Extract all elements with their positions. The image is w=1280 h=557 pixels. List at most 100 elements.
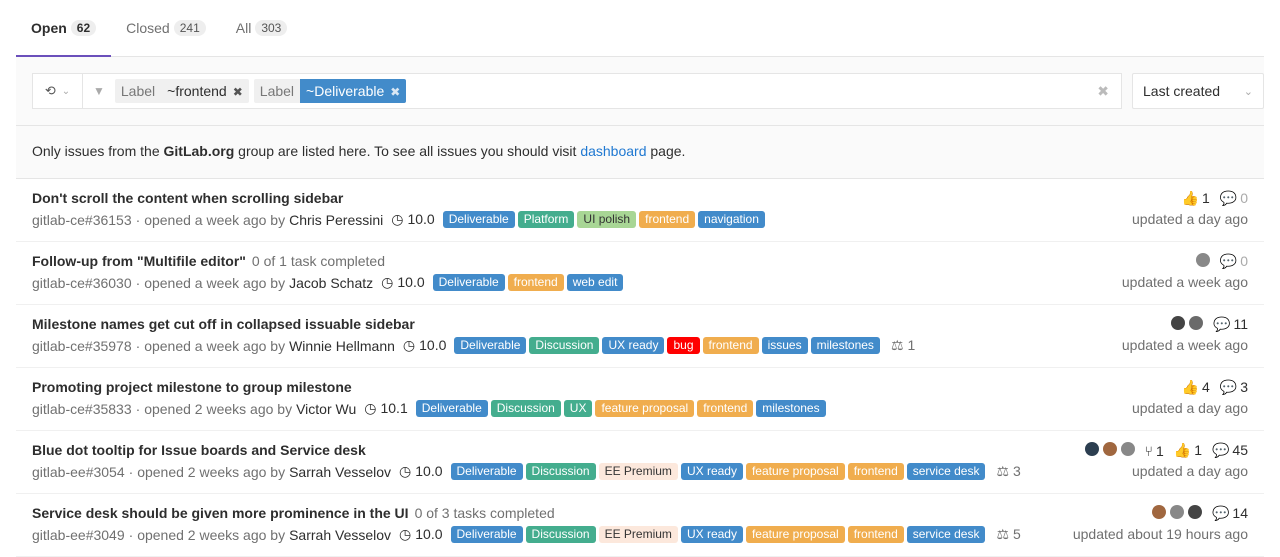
avatar[interactable] <box>1151 505 1166 519</box>
label-badge[interactable]: UX ready <box>602 337 665 354</box>
avatar[interactable] <box>1195 253 1210 267</box>
author-link[interactable]: Chris Peressini <box>289 211 384 228</box>
author-link[interactable]: Sarrah Vesselov <box>289 526 392 543</box>
avatar[interactable] <box>1169 505 1184 519</box>
label-badge[interactable]: Deliverable <box>442 211 515 228</box>
notice-text: group are listed here. To see all issues… <box>234 143 581 159</box>
notice-text: Only issues from the <box>32 143 164 159</box>
tab-open[interactable]: Open 62 <box>16 0 112 57</box>
milestone[interactable]: ◷ 10.0 <box>399 526 442 543</box>
issue-title-row: Milestone names get cut off in collapsed… <box>32 316 1248 332</box>
label-badge[interactable]: UX <box>563 400 593 417</box>
label-badge[interactable]: web edit <box>566 274 624 291</box>
author-link[interactable]: Jacob Schatz <box>289 274 374 291</box>
label-badge[interactable]: Platform <box>517 211 575 228</box>
issue-reference: gitlab-ce#36030 <box>32 274 132 291</box>
opened-text: · opened a week ago by <box>135 337 286 354</box>
issue-title-link[interactable]: Promoting project milestone to group mil… <box>32 379 352 395</box>
updated-time: updated a week ago <box>1121 337 1248 353</box>
avatar[interactable] <box>1120 442 1135 456</box>
avatar[interactable] <box>1084 442 1099 456</box>
upvotes: 👍 1 <box>1182 190 1210 207</box>
upvote-count: 4 <box>1201 379 1210 395</box>
label-badge[interactable]: service desk <box>906 463 986 480</box>
issue-title-link[interactable]: Milestone names get cut off in collapsed… <box>32 316 415 332</box>
issue-row: Follow-up from "Multifile editor" 0 of 1 … <box>16 242 1264 305</box>
comments[interactable]: 💬 0 <box>1220 190 1248 207</box>
remove-token-icon[interactable]: ✖ <box>390 85 401 99</box>
label-badge[interactable]: frontend <box>639 211 696 228</box>
comments[interactable]: 💬 3 <box>1220 379 1248 396</box>
sort-dropdown[interactable]: Last created ⌄ <box>1132 73 1264 109</box>
comments[interactable]: 💬 14 <box>1212 505 1248 522</box>
milestone-title: 10.0 <box>415 526 443 542</box>
label-badge[interactable]: Deliverable <box>450 526 523 543</box>
milestone[interactable]: ◷ 10.0 <box>403 337 446 354</box>
issue-title-link[interactable]: Blue dot tooltip for Issue boards and Se… <box>32 442 366 458</box>
author-link[interactable]: Victor Wu <box>296 400 357 417</box>
stats-row: 💬 0 <box>1122 253 1248 270</box>
clear-search-icon[interactable]: ✖ <box>1097 82 1109 99</box>
milestone-title: 10.0 <box>419 337 447 353</box>
issue-stats: 👍 1 💬 0 updated a day ago <box>1132 190 1248 227</box>
avatar[interactable] <box>1187 505 1202 519</box>
author-link[interactable]: Sarrah Vesselov <box>289 463 392 480</box>
label-badge[interactable]: feature proposal <box>595 400 695 417</box>
tab-closed[interactable]: Closed 241 <box>111 0 221 56</box>
label-badge[interactable]: milestones <box>756 400 826 417</box>
label-badge[interactable]: Deliverable <box>450 463 523 480</box>
label-badge[interactable]: feature proposal <box>745 526 845 543</box>
comments[interactable]: 💬 11 <box>1213 316 1248 333</box>
label-badge[interactable]: UX ready <box>680 463 743 480</box>
issue-title-link[interactable]: Service desk should be given more promin… <box>32 505 409 521</box>
filter-token[interactable]: Label ~frontend ✖ <box>114 79 249 103</box>
label-badge[interactable]: frontend <box>507 274 564 291</box>
label-badge[interactable]: UX ready <box>680 526 743 543</box>
milestone[interactable]: ◷ 10.0 <box>391 211 434 228</box>
label-badge[interactable]: Discussion <box>529 337 600 354</box>
label-badge[interactable]: navigation <box>698 211 765 228</box>
label-badge[interactable]: frontend <box>847 463 904 480</box>
avatar[interactable] <box>1171 316 1186 330</box>
comments[interactable]: 💬 45 <box>1212 442 1248 459</box>
filtered-search-box[interactable]: ⟲ ⌄ ▼ Label ~frontend ✖ Label ~Deliverable ✖ ✖ <box>32 73 1122 109</box>
label-badge[interactable]: Discussion <box>525 463 596 480</box>
avatar[interactable] <box>1102 442 1117 456</box>
label-badge[interactable]: EE Premium <box>598 526 678 543</box>
label-badge[interactable]: Deliverable <box>415 400 488 417</box>
filter-token[interactable]: Label ~Deliverable ✖ <box>253 79 407 103</box>
milestone[interactable]: ◷ 10.0 <box>399 463 442 480</box>
label-badge[interactable]: feature proposal <box>745 463 845 480</box>
dashboard-link[interactable]: dashboard <box>580 143 647 159</box>
label-badge[interactable]: frontend <box>702 337 759 354</box>
label-badge[interactable]: frontend <box>847 526 904 543</box>
label-badge[interactable]: frontend <box>697 400 754 417</box>
label-badge[interactable]: bug <box>667 337 700 354</box>
author-link[interactable]: Winnie Hellmann <box>289 337 395 354</box>
issue-title-link[interactable]: Follow-up from "Multifile editor" <box>32 253 246 269</box>
label-badge[interactable]: UI polish <box>577 211 637 228</box>
milestone[interactable]: ◷ 10.1 <box>364 400 407 417</box>
milestone[interactable]: ◷ 10.0 <box>381 274 424 291</box>
issue-meta: gitlab-ce#36153 · opened a week ago by Chr… <box>32 211 1248 228</box>
label-badge[interactable]: milestones <box>810 337 880 354</box>
upvotes: 👍 4 <box>1182 379 1210 396</box>
label-badge[interactable]: service desk <box>906 526 986 543</box>
comments[interactable]: 💬 0 <box>1220 253 1248 270</box>
label-badge[interactable]: Deliverable <box>432 274 505 291</box>
issue-title-link[interactable]: Don't scroll the content when scrolling … <box>32 190 344 206</box>
tab-all[interactable]: All 303 <box>221 0 303 56</box>
remove-token-icon[interactable]: ✖ <box>232 85 243 99</box>
label-badge[interactable]: Deliverable <box>454 337 527 354</box>
avatar[interactable] <box>1189 316 1204 330</box>
chevron-down-icon: ⌄ <box>1243 85 1253 98</box>
label-badge[interactable]: Discussion <box>525 526 596 543</box>
milestone-title: 10.0 <box>407 211 435 227</box>
recent-searches-button[interactable]: ⟲ ⌄ <box>33 74 83 108</box>
label-badge[interactable]: issues <box>761 337 808 354</box>
label-badge[interactable]: EE Premium <box>598 463 678 480</box>
label-badge[interactable]: Discussion <box>490 400 561 417</box>
opened-text: · opened a week ago by <box>135 211 286 228</box>
merge-requests-count[interactable]: ⑂ 1 <box>1145 443 1164 459</box>
issue-stats: ⑂ 1 👍 1 💬 45 updated a day ago <box>1081 442 1248 479</box>
